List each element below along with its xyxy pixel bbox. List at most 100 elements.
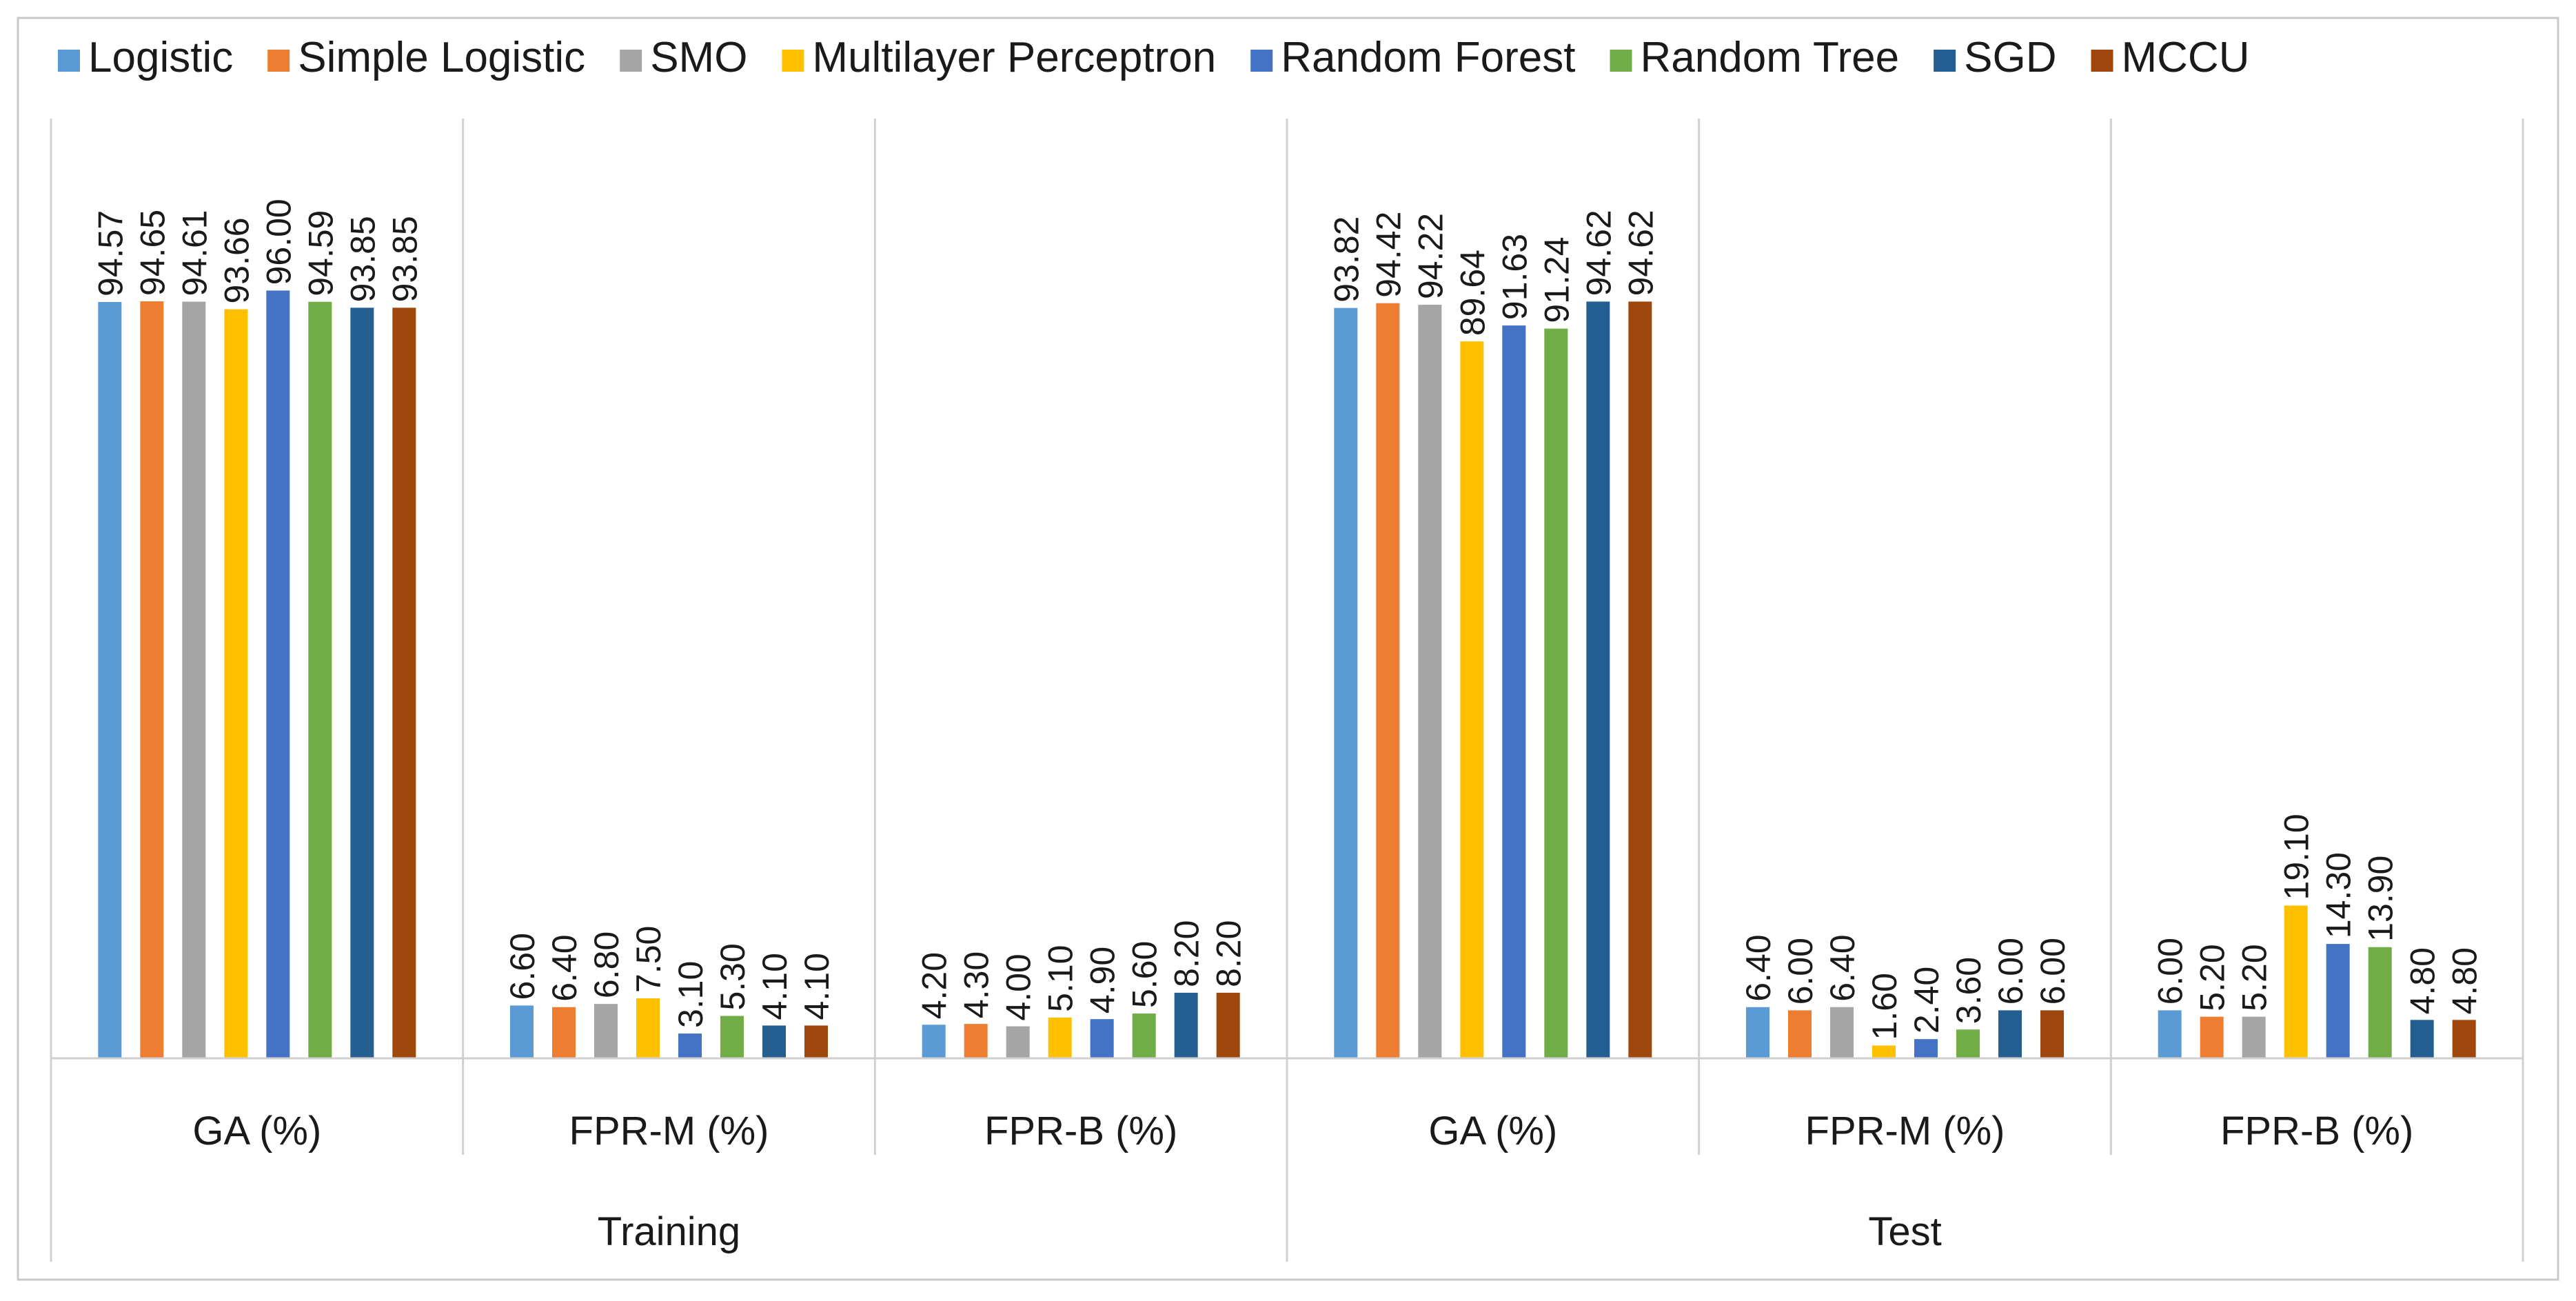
category-label: FPR-M (%) — [1805, 1109, 2005, 1153]
bar — [922, 1025, 946, 1058]
bar — [510, 1005, 534, 1058]
value-label: 3.60 — [1949, 957, 1988, 1024]
bar — [964, 1024, 988, 1058]
bar — [2158, 1010, 2182, 1058]
value-label: 94.22 — [1411, 213, 1450, 299]
bar — [182, 301, 206, 1059]
bar — [1788, 1010, 1812, 1058]
value-label: 5.20 — [2235, 944, 2274, 1011]
group-label: Training — [598, 1209, 740, 1254]
bar — [1216, 992, 1240, 1058]
value-label: 4.00 — [1000, 954, 1038, 1020]
bar — [1544, 328, 1568, 1059]
bar — [1746, 1007, 1769, 1058]
value-label: 5.10 — [1042, 945, 1080, 1012]
bar — [1090, 1019, 1114, 1058]
bar — [1006, 1026, 1030, 1058]
legend-swatch — [1934, 50, 1956, 72]
value-label: 6.00 — [1991, 938, 2030, 1005]
value-label: 6.40 — [545, 934, 584, 1001]
value-label: 91.24 — [1537, 236, 1576, 323]
bar — [2242, 1016, 2266, 1058]
value-label: 91.63 — [1495, 234, 1534, 320]
legend-label: SGD — [1964, 34, 2056, 81]
value-label: 6.80 — [587, 931, 626, 998]
category-labels: GA (%) FPR-M (%) FPR-B (%) GA (%) FPR-M (%) F… — [192, 1109, 2413, 1153]
bar — [2368, 947, 2392, 1058]
value-label: 2.40 — [1907, 967, 1946, 1033]
value-label: 4.20 — [915, 952, 954, 1019]
bar — [350, 307, 374, 1059]
value-label: 6.00 — [1781, 938, 1820, 1005]
value-label: 4.80 — [2404, 947, 2442, 1014]
legend-label: SMO — [650, 34, 747, 81]
value-label: 94.59 — [301, 210, 340, 296]
legend-swatch — [1610, 50, 1632, 72]
value-label: 5.20 — [2193, 944, 2232, 1011]
category-label: FPR-B (%) — [2220, 1109, 2413, 1153]
value-label: 8.20 — [1210, 920, 1248, 987]
bar — [636, 998, 660, 1058]
value-label: 4.30 — [957, 951, 996, 1018]
value-label: 4.10 — [798, 953, 836, 1020]
group-labels: Training Test — [598, 1209, 1942, 1254]
value-label: 8.20 — [1168, 920, 1206, 987]
legend-swatch — [620, 50, 642, 72]
value-label: 7.50 — [629, 926, 668, 993]
value-label: 89.64 — [1453, 250, 1492, 336]
legend-swatch — [2091, 50, 2113, 72]
bar — [1830, 1007, 1854, 1058]
bar — [2410, 1020, 2434, 1058]
legend-label: MCCU — [2122, 34, 2250, 81]
bar — [804, 1025, 828, 1058]
bar — [594, 1004, 618, 1058]
bar — [1132, 1013, 1156, 1058]
bar — [1998, 1010, 2022, 1058]
value-label: 1.60 — [1865, 973, 1904, 1040]
legend: Logistic Simple Logistic SMO Multilayer Per… — [58, 34, 2249, 81]
bar — [308, 301, 332, 1059]
legend-label: Logistic — [88, 34, 233, 81]
value-labels: 94.57 94.65 94.61 93.66 96.00 94.59 93.85 93.85… — [91, 199, 2484, 1040]
bar — [1586, 301, 1610, 1059]
value-label: 3.10 — [671, 961, 710, 1028]
group-label: Test — [1868, 1209, 1941, 1254]
bar — [392, 307, 416, 1059]
value-label: 6.00 — [2034, 938, 2072, 1005]
bar — [2452, 1020, 2476, 1058]
value-label: 5.30 — [713, 943, 752, 1010]
bar — [552, 1007, 576, 1058]
legend-label: Random Forest — [1281, 34, 1575, 81]
value-label: 6.40 — [1823, 934, 1862, 1001]
value-label: 94.61 — [175, 210, 214, 296]
bar — [266, 290, 290, 1058]
bar — [1460, 341, 1484, 1058]
value-label: 13.90 — [2362, 856, 2400, 942]
value-label: 19.10 — [2278, 814, 2316, 900]
legend-label: Random Tree — [1641, 34, 1900, 81]
value-label: 94.62 — [1621, 210, 1660, 296]
value-label: 4.90 — [1084, 947, 1122, 1013]
value-label: 4.80 — [2446, 947, 2484, 1014]
bar — [140, 301, 164, 1058]
legend-label: Simple Logistic — [298, 34, 585, 81]
bar — [720, 1016, 744, 1058]
value-label: 93.66 — [217, 217, 256, 303]
bar — [224, 309, 248, 1059]
value-label: 93.82 — [1327, 216, 1366, 303]
value-label: 94.62 — [1579, 210, 1618, 296]
legend-label: Multilayer Perceptron — [812, 34, 1216, 81]
bar — [1502, 325, 1526, 1058]
value-label: 93.85 — [385, 216, 424, 302]
bars — [98, 290, 2476, 1059]
bar — [2284, 905, 2308, 1058]
value-label: 93.85 — [343, 216, 382, 302]
value-label: 4.10 — [755, 953, 794, 1020]
value-label: 6.60 — [503, 933, 542, 1000]
bar — [1174, 992, 1198, 1058]
legend-swatch — [58, 50, 80, 72]
category-label: FPR-B (%) — [984, 1109, 1177, 1153]
bar — [1956, 1029, 1980, 1058]
category-label: FPR-M (%) — [569, 1109, 769, 1153]
bar — [1376, 303, 1400, 1058]
